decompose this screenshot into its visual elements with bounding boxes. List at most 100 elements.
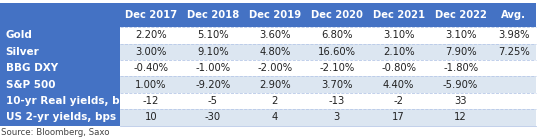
Text: -12: -12 bbox=[143, 96, 159, 106]
Text: -2.10%: -2.10% bbox=[319, 63, 354, 73]
Bar bbox=[430, 44, 492, 60]
Bar bbox=[120, 27, 182, 44]
Bar bbox=[306, 93, 368, 109]
Bar bbox=[120, 60, 182, 76]
Text: Dec 2019: Dec 2019 bbox=[249, 10, 301, 20]
Bar bbox=[182, 93, 244, 109]
Bar bbox=[306, 60, 368, 76]
Text: 4.80%: 4.80% bbox=[259, 47, 291, 57]
Bar bbox=[244, 60, 306, 76]
Text: Dec 2017: Dec 2017 bbox=[125, 10, 177, 20]
Text: 2.20%: 2.20% bbox=[135, 30, 167, 40]
Bar bbox=[244, 93, 306, 109]
Text: 3.00%: 3.00% bbox=[135, 47, 167, 57]
Bar bbox=[182, 27, 244, 44]
Bar bbox=[368, 76, 430, 93]
Text: -1.80%: -1.80% bbox=[443, 63, 478, 73]
Bar bbox=[244, 44, 306, 60]
Bar bbox=[430, 60, 492, 76]
Bar bbox=[120, 76, 182, 93]
Text: S&P 500: S&P 500 bbox=[6, 80, 55, 90]
Bar bbox=[430, 76, 492, 93]
Text: -1.00%: -1.00% bbox=[195, 63, 230, 73]
Text: -2.00%: -2.00% bbox=[257, 63, 292, 73]
Bar bbox=[120, 93, 182, 109]
Bar bbox=[368, 93, 430, 109]
Text: 16.60%: 16.60% bbox=[318, 47, 356, 57]
Bar bbox=[0, 3, 120, 126]
Text: 6.80%: 6.80% bbox=[321, 30, 353, 40]
Bar bbox=[368, 60, 430, 76]
Bar bbox=[120, 3, 182, 27]
Text: -5: -5 bbox=[208, 96, 218, 106]
Bar bbox=[182, 44, 244, 60]
Text: 2.90%: 2.90% bbox=[259, 80, 291, 90]
Bar bbox=[492, 27, 536, 44]
Text: Silver: Silver bbox=[6, 47, 39, 57]
Bar bbox=[120, 44, 182, 60]
Text: Source: Bloomberg, Saxo: Source: Bloomberg, Saxo bbox=[1, 129, 109, 137]
Text: 4.40%: 4.40% bbox=[383, 80, 415, 90]
Text: Gold: Gold bbox=[6, 30, 32, 40]
Bar bbox=[430, 109, 492, 126]
Bar bbox=[492, 109, 536, 126]
Bar bbox=[368, 27, 430, 44]
Text: 10-yr Real yields, bps: 10-yr Real yields, bps bbox=[6, 96, 133, 106]
Text: -13: -13 bbox=[329, 96, 345, 106]
Bar bbox=[430, 93, 492, 109]
Text: -0.80%: -0.80% bbox=[381, 63, 416, 73]
Bar bbox=[430, 3, 492, 27]
Text: 12: 12 bbox=[454, 112, 467, 122]
Text: Dec 2022: Dec 2022 bbox=[435, 10, 487, 20]
Text: 33: 33 bbox=[454, 96, 467, 106]
Bar bbox=[306, 76, 368, 93]
Text: 2: 2 bbox=[272, 96, 278, 106]
Text: -9.20%: -9.20% bbox=[195, 80, 230, 90]
Bar bbox=[492, 44, 536, 60]
Text: -5.90%: -5.90% bbox=[443, 80, 478, 90]
Bar bbox=[368, 109, 430, 126]
Text: Dec 2021: Dec 2021 bbox=[373, 10, 425, 20]
Bar bbox=[120, 109, 182, 126]
Text: 3.10%: 3.10% bbox=[445, 30, 477, 40]
Bar bbox=[492, 3, 536, 27]
Text: Dec 2020: Dec 2020 bbox=[311, 10, 363, 20]
Text: -2: -2 bbox=[394, 96, 403, 106]
Bar bbox=[492, 76, 536, 93]
Bar bbox=[492, 93, 536, 109]
Text: 4: 4 bbox=[272, 112, 278, 122]
Text: Avg.: Avg. bbox=[501, 10, 526, 20]
Text: 3.98%: 3.98% bbox=[498, 30, 530, 40]
Bar bbox=[306, 3, 368, 27]
Text: 2.10%: 2.10% bbox=[383, 47, 415, 57]
Bar bbox=[244, 3, 306, 27]
Bar bbox=[182, 76, 244, 93]
Text: 1.00%: 1.00% bbox=[135, 80, 167, 90]
Bar bbox=[368, 44, 430, 60]
Bar bbox=[430, 27, 492, 44]
Bar bbox=[244, 109, 306, 126]
Text: US 2-yr yields, bps: US 2-yr yields, bps bbox=[6, 112, 116, 122]
Bar bbox=[306, 109, 368, 126]
Text: 7.25%: 7.25% bbox=[498, 47, 530, 57]
Text: Dec 2018: Dec 2018 bbox=[187, 10, 239, 20]
Text: 3.70%: 3.70% bbox=[321, 80, 353, 90]
Text: 3.60%: 3.60% bbox=[259, 30, 291, 40]
Text: 3.10%: 3.10% bbox=[383, 30, 415, 40]
Bar bbox=[368, 3, 430, 27]
Text: 7.90%: 7.90% bbox=[445, 47, 477, 57]
Bar bbox=[244, 76, 306, 93]
Text: 5.10%: 5.10% bbox=[197, 30, 229, 40]
Bar bbox=[244, 27, 306, 44]
Text: 17: 17 bbox=[392, 112, 405, 122]
Bar bbox=[306, 27, 368, 44]
Text: -0.40%: -0.40% bbox=[133, 63, 169, 73]
Bar bbox=[182, 3, 244, 27]
Text: BBG DXY: BBG DXY bbox=[6, 63, 57, 73]
Bar bbox=[182, 60, 244, 76]
Bar bbox=[306, 44, 368, 60]
Bar bbox=[492, 60, 536, 76]
Text: 10: 10 bbox=[145, 112, 157, 122]
Text: 9.10%: 9.10% bbox=[197, 47, 229, 57]
Text: 3: 3 bbox=[334, 112, 340, 122]
